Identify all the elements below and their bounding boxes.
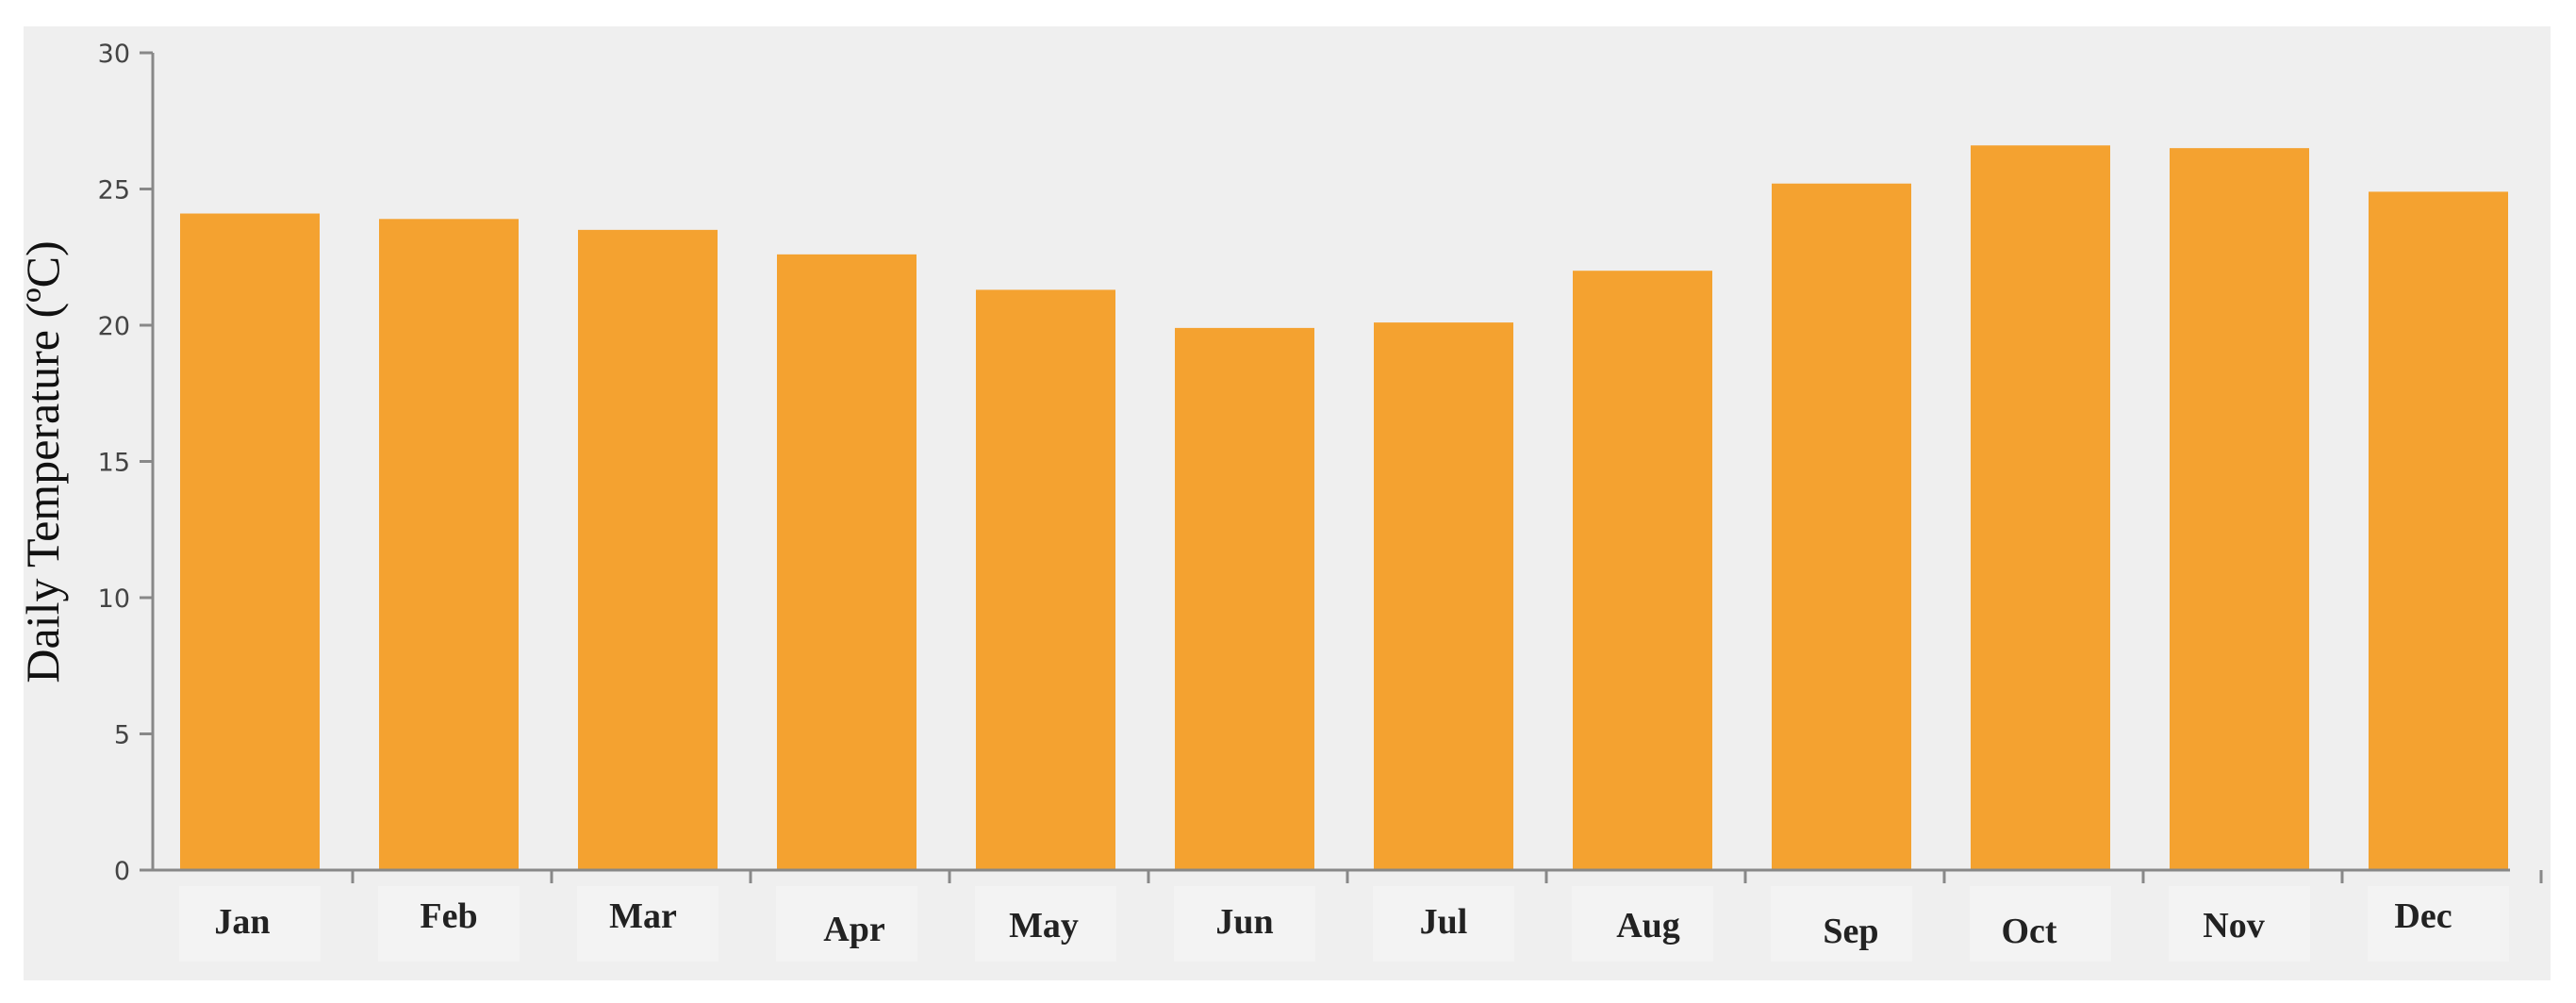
x-label-box [577,886,718,962]
y-tick-label: 30 [98,40,130,69]
x-tick-label: Mar [609,896,677,936]
bar-nov [2170,148,2309,870]
y-axis-label: Daily Temperature (ºC) [16,240,69,682]
x-label-box [378,886,520,962]
x-label-box [975,886,1116,962]
x-label-box [1174,886,1315,962]
x-tick-label: Aug [1616,906,1680,945]
y-tick-label: 25 [98,176,130,206]
x-label-box [1970,886,2111,962]
x-label-box [2169,886,2310,962]
y-tick-label: 20 [98,312,130,341]
y-tick-label: 0 [114,857,130,886]
y-tick-label: 15 [98,449,130,478]
x-tick-label: May [1009,906,1079,945]
x-label-box [2368,886,2509,962]
x-tick-label: Nov [2203,906,2264,945]
bar-aug [1573,271,1712,870]
bar-dec [2369,191,2508,870]
bar-jun [1175,327,1314,870]
bar-may [976,289,1115,870]
x-tick-label: Jun [1215,902,1273,942]
x-tick-label: Dec [2394,896,2452,936]
x-tick-label: Sep [1823,912,1878,951]
x-label-box [1572,886,1713,962]
bar-sep [1772,183,1911,871]
x-label-box [776,886,917,962]
bar-oct [1971,145,2110,870]
bar-jan [180,213,320,870]
x-tick-label: Oct [2001,912,2056,951]
bar-apr [777,254,916,870]
y-tick-label: 5 [114,721,130,750]
bar-jul [1374,322,1513,870]
bar-mar [578,229,718,871]
x-label-box [179,886,321,962]
x-label-box [1373,886,1514,962]
x-tick-label: Jul [1420,902,1468,942]
x-tick-label: Jan [214,902,270,942]
x-tick-label: Apr [823,910,885,949]
x-tick-label: Feb [420,896,477,936]
x-label-box [1771,886,1912,962]
y-tick-label: 10 [98,584,130,614]
bar-feb [379,219,519,871]
